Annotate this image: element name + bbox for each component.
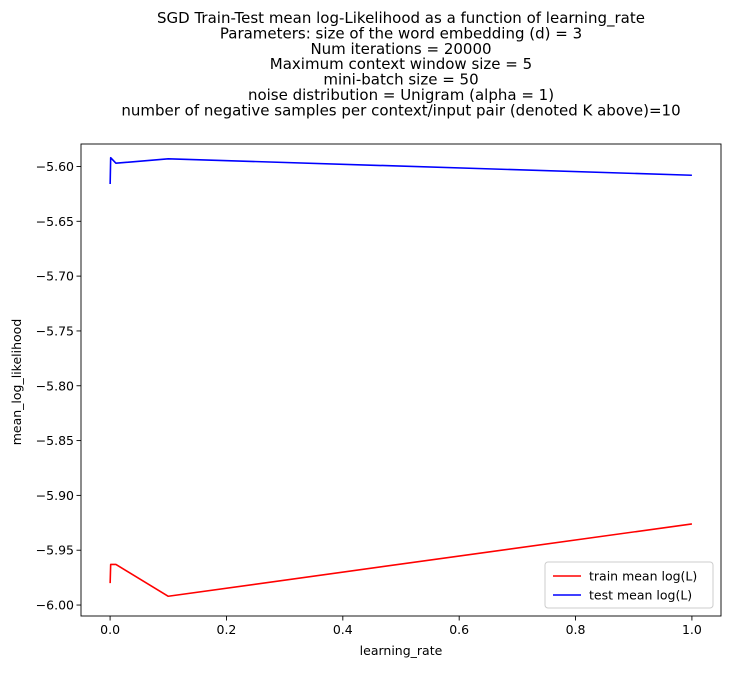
x-tick-label: 1.0 <box>682 622 702 637</box>
y-tick-label: −5.90 <box>36 488 74 503</box>
y-tick-label: −5.85 <box>36 433 74 448</box>
legend-label: train mean log(L) <box>589 569 697 584</box>
axes-frame <box>80 143 722 617</box>
x-tick-label: 0.2 <box>217 622 237 637</box>
plot-area <box>80 143 722 617</box>
x-tick-label: 0.8 <box>566 622 586 637</box>
chart-title: SGD Train-Test mean log-Likelihood as a … <box>121 9 680 119</box>
title-line: noise distribution = Unigram (alpha = 1) <box>248 86 554 104</box>
title-line: Maximum context window size = 5 <box>270 55 532 73</box>
x-axis-ticks: 0.0 0.2 0.4 0.6 0.8 1.0 <box>100 616 702 637</box>
title-line: mini-batch size = 50 <box>323 71 478 89</box>
series-lines <box>109 156 693 598</box>
y-tick-label: −5.60 <box>36 159 74 174</box>
x-tick-label: 0.6 <box>449 622 469 637</box>
series-line-train <box>109 523 693 598</box>
legend-box <box>544 561 714 609</box>
x-axis-label: learning_rate <box>360 643 443 658</box>
y-tick-label: −5.80 <box>36 378 74 393</box>
title-line: SGD Train-Test mean log-Likelihood as a … <box>157 9 645 28</box>
title-line: number of negative samples per context/i… <box>121 101 680 119</box>
y-axis-ticks: −6.00 −5.95 −5.90 −5.85 −5.80 −5.75 −5.70 −5.65… <box>36 159 81 613</box>
y-tick-label: −5.70 <box>36 269 74 284</box>
y-tick-label: −5.95 <box>36 543 74 558</box>
y-axis-label: mean_log_likelihood <box>9 319 24 446</box>
y-tick-label: −5.75 <box>36 323 74 338</box>
title-line: Parameters: size of the word embedding (… <box>220 24 582 42</box>
legend: train mean log(L) test mean log(L) <box>544 561 714 609</box>
series-line-test <box>109 156 692 185</box>
title-line: Num iterations = 20000 <box>310 40 491 58</box>
y-tick-label: −6.00 <box>36 598 74 613</box>
legend-label: test mean log(L) <box>589 588 692 603</box>
y-tick-label: −5.65 <box>36 214 74 229</box>
x-tick-label: 0.4 <box>333 622 353 637</box>
x-tick-label: 0.0 <box>100 622 120 637</box>
